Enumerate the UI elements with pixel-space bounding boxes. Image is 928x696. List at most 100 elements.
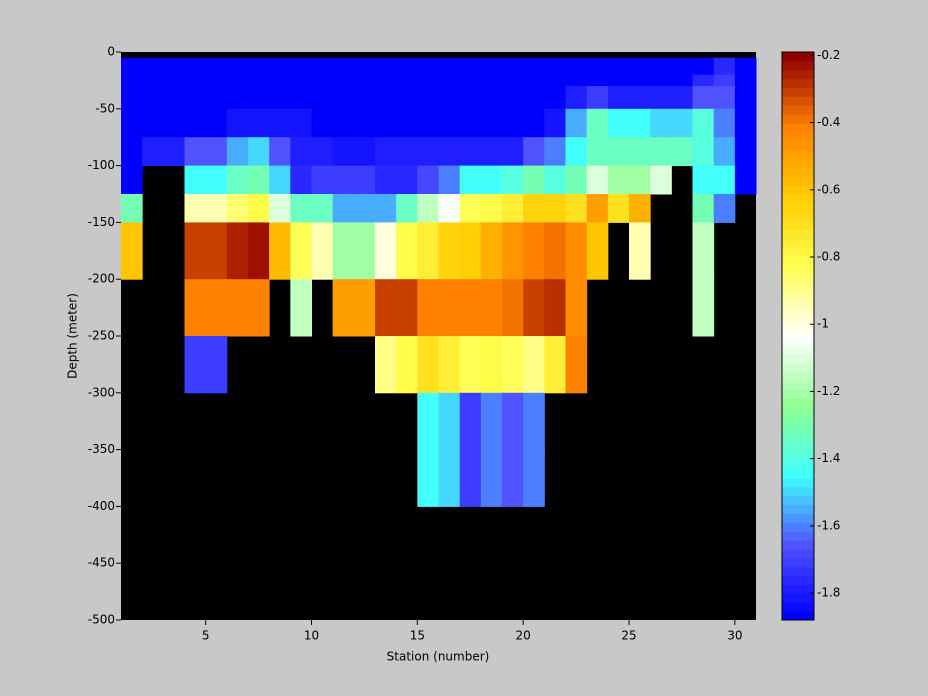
heatmap-cell [586, 57, 609, 76]
heatmap-cell [629, 74, 651, 87]
heatmap-cell [375, 165, 397, 195]
heatmap-cell [396, 108, 418, 138]
colorbar-swatch [782, 52, 814, 62]
heatmap-cell [459, 74, 482, 87]
heatmap-cell [163, 108, 185, 138]
colorbar-swatch [782, 540, 814, 550]
heatmap-cell [565, 165, 588, 195]
colorbar-swatch [782, 176, 814, 186]
colorbar-swatch [782, 557, 814, 568]
heatmap-cell [523, 222, 545, 280]
heatmap-cell [142, 74, 164, 87]
colorbar-swatch [782, 185, 814, 195]
heatmap-cell [502, 57, 524, 76]
heatmap-cell [332, 194, 355, 223]
colorbar-swatch [782, 451, 814, 461]
y-tick-label: 0 [107, 45, 115, 59]
y-tick-label: -250 [88, 329, 115, 343]
colorbar-swatch [782, 282, 814, 293]
heatmap-cell [226, 74, 249, 87]
heatmap-cell [734, 137, 757, 167]
heatmap-cell [121, 74, 143, 87]
heatmap-cell [565, 222, 588, 280]
heatmap-cell [142, 108, 164, 138]
heatmap-cell [692, 222, 715, 280]
heatmap-cell [396, 57, 418, 76]
heatmap-cell [205, 165, 228, 195]
heatmap-cell [544, 137, 566, 167]
heatmap-cell [480, 336, 503, 394]
heatmap-cell [459, 86, 482, 110]
colorbar-swatch [782, 513, 814, 523]
y-tick-label: -50 [95, 101, 115, 115]
heatmap-cell [459, 57, 482, 76]
heatmap-cell [375, 279, 397, 337]
colorbar-swatch [782, 353, 814, 364]
heatmap-cell [544, 86, 566, 110]
y-axis-label: Depth (meter) [66, 293, 80, 379]
heatmap-cell [650, 137, 672, 167]
heatmap-cell [163, 137, 185, 167]
heatmap-cell [734, 74, 757, 87]
heatmap-cell [523, 392, 545, 451]
heatmap-cell [121, 108, 143, 138]
x-tick-label: 20 [516, 629, 531, 643]
heatmap-cell [396, 336, 418, 394]
y-tick-label: -200 [88, 272, 115, 286]
colorbar-swatch [782, 531, 814, 541]
heatmap-cell [607, 86, 630, 110]
colorbar-swatch [782, 486, 814, 497]
colorbar-swatch [782, 566, 814, 577]
heatmap-cell [607, 194, 630, 223]
y-tick-label: -400 [88, 499, 115, 513]
heatmap-cell [353, 86, 376, 110]
heatmap-cell [163, 74, 185, 87]
heatmap-cell [353, 194, 376, 223]
colorbar-swatch [782, 611, 814, 621]
heatmap-cell [692, 108, 715, 138]
heatmap-cell [713, 86, 736, 110]
heatmap-cell [734, 86, 757, 110]
heatmap-cell [184, 194, 207, 223]
colorbar-swatch [782, 327, 814, 337]
colorbar-swatch [782, 398, 814, 408]
colorbar-swatch [782, 407, 814, 417]
heatmap-cell [417, 108, 439, 138]
heatmap-cell [248, 108, 270, 138]
heatmap-cell [226, 194, 249, 223]
heatmap-cell [459, 165, 482, 195]
colorbar-swatch [782, 149, 814, 159]
colorbar-swatch [782, 495, 814, 506]
colorbar-tick-label: -1.2 [817, 384, 840, 398]
heatmap-cell [269, 165, 291, 195]
heatmap-cell [353, 165, 376, 195]
colorbar-tick-label: -0.6 [817, 182, 840, 196]
heatmap-cell [353, 222, 376, 280]
heatmap-cell [629, 165, 651, 195]
colorbar-swatch [782, 380, 814, 390]
heatmap-cell [290, 137, 312, 167]
heatmap-cell [650, 165, 672, 195]
heatmap-cell [565, 57, 588, 76]
y-tick-label: -450 [88, 556, 115, 570]
heatmap-cell [502, 449, 524, 507]
heatmap-cell [248, 137, 270, 167]
heatmap-cell [523, 137, 545, 167]
heatmap-cell [459, 194, 482, 223]
heatmap-cell [121, 86, 143, 110]
heatmap-cell [671, 74, 693, 87]
heatmap-cell [332, 279, 355, 337]
heatmap-cell [184, 279, 207, 337]
heatmap-cell [480, 165, 503, 195]
x-tick-label: 30 [727, 629, 742, 643]
colorbar-swatch [782, 575, 814, 585]
heatmap-cell [311, 194, 334, 223]
colorbar-swatch [782, 433, 814, 443]
heatmap-cell [692, 74, 715, 87]
heatmap-cell [205, 74, 228, 87]
heatmap-cell [205, 194, 228, 223]
heatmap-cell [565, 279, 588, 337]
x-tick-label: 15 [410, 629, 425, 643]
heatmap-cell [375, 336, 397, 394]
heatmap-cell [502, 74, 524, 87]
